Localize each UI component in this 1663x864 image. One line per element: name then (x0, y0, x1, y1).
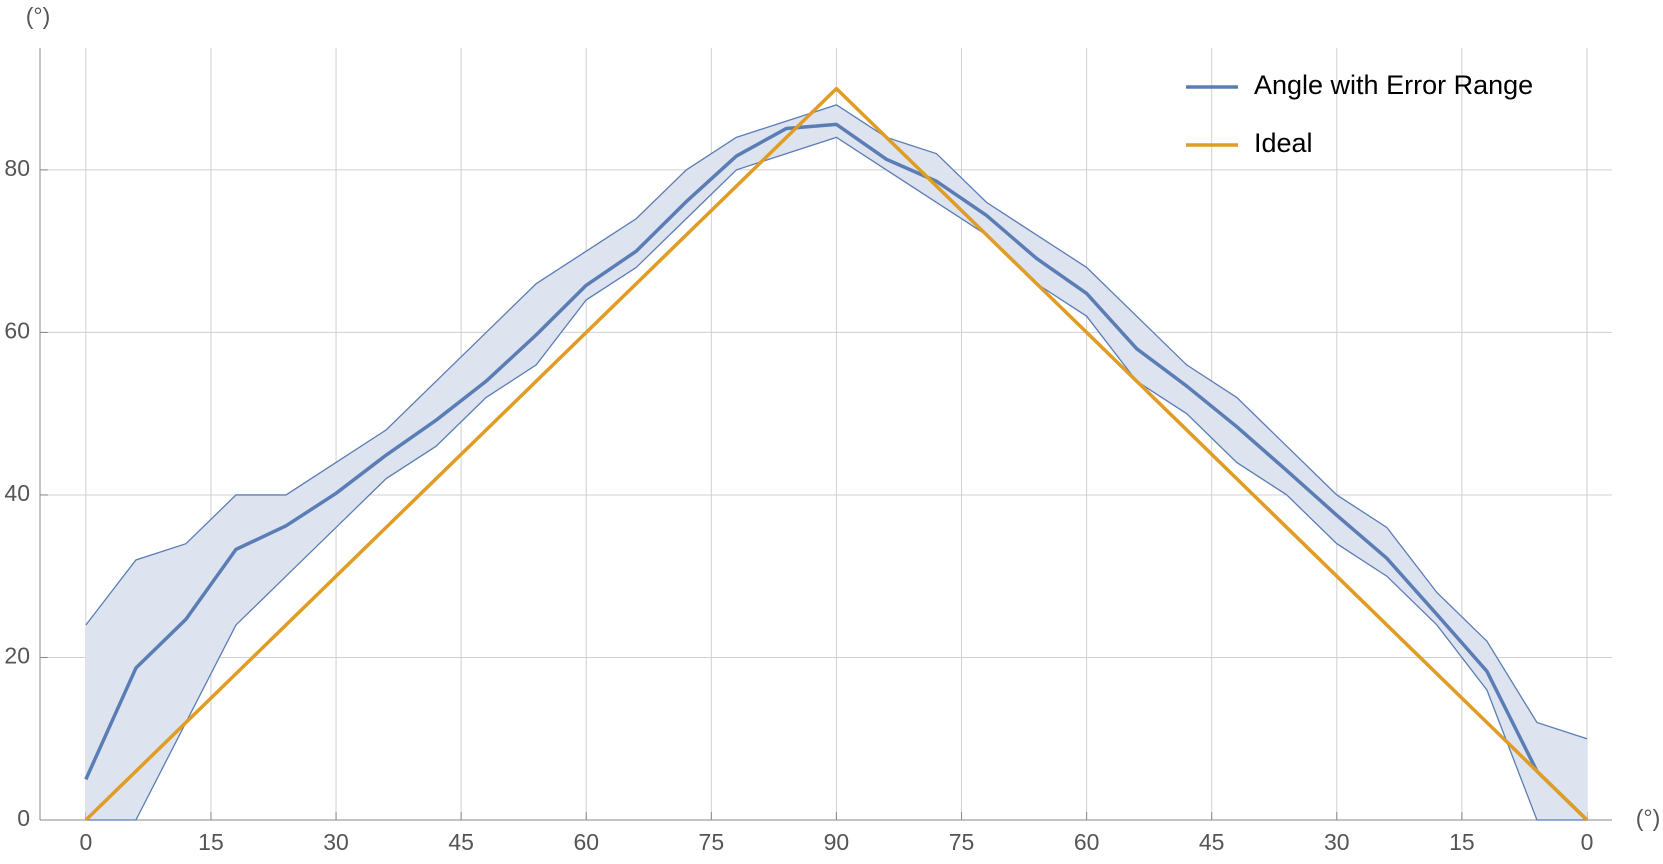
data-line (84, 122, 1589, 822)
legend-label: Ideal (1254, 128, 1313, 158)
data-line (84, 86, 1589, 822)
y-tick-label: 40 (4, 480, 30, 506)
y-tick-label: 0 (17, 805, 30, 831)
x-tick-label: 90 (824, 829, 850, 855)
y-tick-label: 20 (4, 643, 30, 669)
x-tick-label: 15 (1449, 829, 1475, 855)
y-tick-label: 60 (4, 317, 30, 343)
x-tick-label: 75 (699, 829, 725, 855)
error-band (85, 104, 1587, 820)
y-axis-label: (°) (26, 3, 51, 29)
x-tick-label: 60 (573, 829, 599, 855)
y-tick-label: 80 (4, 155, 30, 181)
x-tick-label: 45 (1199, 829, 1225, 855)
x-tick-label: 45 (448, 829, 474, 855)
error-bound (85, 136, 1587, 821)
x-tick-label: 15 (198, 829, 224, 855)
x-tick-label: 0 (79, 829, 92, 855)
error-bound (85, 104, 1588, 740)
x-tick-label: 75 (949, 829, 975, 855)
x-tick-label: 30 (1324, 829, 1350, 855)
x-tick-label: 30 (323, 829, 349, 855)
x-axis-label: (°) (1636, 805, 1661, 831)
x-tick-label: 60 (1074, 829, 1100, 855)
x-tick-label: 0 (1581, 829, 1594, 855)
legend-label: Angle with Error Range (1254, 70, 1533, 100)
